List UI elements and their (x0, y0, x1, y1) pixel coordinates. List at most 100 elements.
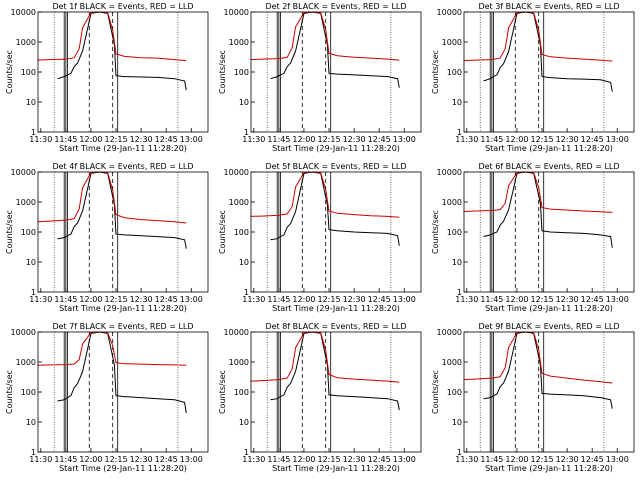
x-tick-label: 11:30 (455, 455, 478, 464)
x-tick-label: 12:00 (292, 295, 315, 304)
series-events-line (483, 171, 613, 248)
x-tick-label: 13:00 (393, 295, 416, 304)
x-axis-label: Start Time (29-Jan-11 11:28:20) (272, 464, 400, 473)
y-tick-label: 10000 (437, 168, 462, 177)
x-tick-label: 12:00 (505, 455, 528, 464)
series-events-line (270, 331, 400, 411)
x-tick-label: 12:45 (581, 455, 604, 464)
x-tick-label: 13:00 (393, 455, 416, 464)
x-tick-label: 12:15 (318, 135, 341, 144)
y-tick-label: 100 (21, 388, 36, 397)
chart-svg: 1 10 100 1000 10000 11:30 11:45 12:00 12:15 12:30… (5, 162, 209, 313)
y-tick-label: 1000 (16, 358, 36, 367)
x-tick-label: 12:00 (292, 455, 315, 464)
y-axis-label: Counts/sec (218, 370, 227, 414)
y-axis-label: Counts/sec (5, 210, 14, 254)
x-axis-label: Start Time (29-Jan-11 11:28:20) (485, 464, 613, 473)
x-tick-label: 12:15 (105, 455, 128, 464)
y-tick-label: 1000 (229, 358, 249, 367)
x-tick-label: 11:30 (242, 295, 265, 304)
y-tick-label: 100 (447, 228, 462, 237)
chart-title: Det 5f BLACK = Events, RED = LLD (265, 162, 406, 171)
y-tick-label: 100 (234, 68, 249, 77)
series-events-line (57, 331, 187, 414)
chart-title: Det 1f BLACK = Events, RED = LLD (52, 2, 193, 11)
y-tick-label: 1 (31, 448, 36, 457)
y-tick-label: 1000 (442, 38, 462, 47)
x-tick-label: 12:30 (343, 135, 366, 144)
chart-title: Det 7f BLACK = Events, RED = LLD (52, 322, 193, 331)
y-tick-label: 10000 (11, 168, 36, 177)
y-tick-label: 1 (244, 128, 249, 137)
x-tick-label: 11:45 (267, 455, 290, 464)
x-tick-label: 12:00 (79, 295, 102, 304)
x-tick-label: 12:00 (505, 135, 528, 144)
x-tick-label: 12:45 (155, 455, 178, 464)
x-tick-label: 11:30 (29, 455, 52, 464)
chart-title: Det 6f BLACK = Events, RED = LLD (478, 162, 619, 171)
x-axis-label: Start Time (29-Jan-11 11:28:20) (59, 144, 187, 153)
y-tick-label: 10 (239, 418, 249, 427)
x-tick-label: 12:15 (531, 295, 554, 304)
y-tick-label: 10 (26, 418, 36, 427)
chart-svg: 1 10 100 1000 10000 11:30 11:45 12:00 12:15 12:30… (218, 322, 422, 473)
y-tick-label: 100 (234, 228, 249, 237)
x-tick-label: 11:45 (480, 295, 503, 304)
y-tick-label: 100 (21, 68, 36, 77)
x-tick-label: 11:45 (267, 295, 290, 304)
x-tick-label: 12:45 (368, 135, 391, 144)
x-axis-label: Start Time (29-Jan-11 11:28:20) (59, 464, 187, 473)
y-axis-label: Counts/sec (218, 50, 227, 94)
x-tick-label: 11:30 (242, 135, 265, 144)
x-axis-label: Start Time (29-Jan-11 11:28:20) (272, 144, 400, 153)
x-tick-label: 12:00 (79, 135, 102, 144)
x-tick-label: 13:00 (606, 455, 629, 464)
chart-svg: 1 10 100 1000 10000 11:30 11:45 12:00 12:15 12:30… (431, 2, 635, 153)
y-tick-label: 10 (26, 98, 36, 107)
x-tick-label: 12:15 (531, 455, 554, 464)
y-tick-label: 10000 (224, 8, 249, 17)
x-tick-label: 11:45 (54, 455, 77, 464)
plot-frame (37, 11, 209, 133)
x-tick-label: 11:45 (54, 295, 77, 304)
y-axis-label: Counts/sec (5, 370, 14, 414)
x-tick-label: 12:30 (556, 455, 579, 464)
x-tick-label: 12:00 (505, 295, 528, 304)
plot-frame (250, 171, 422, 293)
y-tick-label: 10000 (437, 328, 462, 337)
x-tick-label: 12:15 (318, 455, 341, 464)
chart-svg: 1 10 100 1000 10000 11:30 11:45 12:00 12:15 12:30… (431, 322, 635, 473)
y-tick-label: 1000 (229, 198, 249, 207)
x-tick-label: 11:45 (480, 455, 503, 464)
x-tick-label: 12:15 (105, 295, 128, 304)
x-tick-label: 12:30 (130, 295, 153, 304)
y-axis-label: Counts/sec (5, 50, 14, 94)
x-tick-label: 12:30 (343, 455, 366, 464)
x-axis-label: Start Time (29-Jan-11 11:28:20) (485, 304, 613, 313)
x-tick-label: 12:30 (130, 455, 153, 464)
y-tick-label: 10000 (224, 328, 249, 337)
x-tick-label: 11:45 (54, 135, 77, 144)
x-tick-label: 13:00 (180, 135, 203, 144)
x-tick-label: 12:15 (531, 135, 554, 144)
y-tick-label: 10000 (437, 8, 462, 17)
x-axis-label: Start Time (29-Jan-11 11:28:20) (485, 144, 613, 153)
x-tick-label: 12:30 (130, 135, 153, 144)
y-tick-label: 1 (244, 448, 249, 457)
series-events-line (270, 11, 400, 88)
x-tick-label: 11:30 (455, 135, 478, 144)
series-events-line (270, 171, 400, 246)
x-tick-label: 12:45 (155, 295, 178, 304)
chart-svg: 1 10 100 1000 10000 11:30 11:45 12:00 12:15 12:30… (218, 162, 422, 313)
y-tick-label: 1 (31, 128, 36, 137)
chart-title: Det 3f BLACK = Events, RED = LLD (478, 2, 619, 11)
y-tick-label: 1 (457, 288, 462, 297)
y-tick-label: 100 (447, 388, 462, 397)
x-tick-label: 11:30 (29, 135, 52, 144)
chart-panel-7: 1 10 100 1000 10000 11:30 11:45 12:00 12:15 12:30… (0, 320, 213, 480)
x-tick-label: 12:00 (79, 455, 102, 464)
y-tick-label: 10 (239, 258, 249, 267)
chart-panel-1: 1 10 100 1000 10000 11:30 11:45 12:00 12:15 12:30… (0, 0, 213, 160)
chart-svg: 1 10 100 1000 10000 11:30 11:45 12:00 12:15 12:30… (5, 2, 209, 153)
